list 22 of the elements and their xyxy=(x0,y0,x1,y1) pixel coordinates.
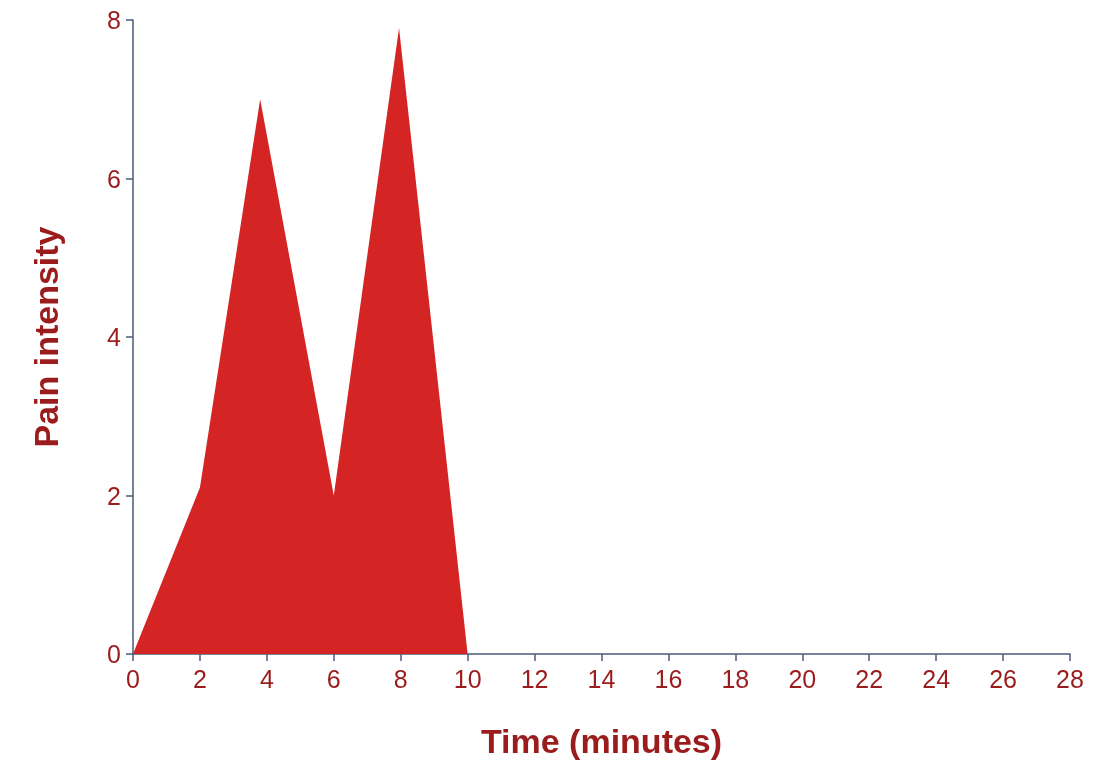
x-tick-label: 8 xyxy=(393,664,408,693)
y-axis-title: Pain intensity xyxy=(27,226,65,448)
x-tick-label: 14 xyxy=(587,664,616,693)
y-tick-label: 2 xyxy=(107,481,121,510)
x-axis-title: Time (minutes) xyxy=(480,722,723,760)
x-tick-label: 4 xyxy=(259,664,274,693)
x-tick-label: 22 xyxy=(855,664,884,693)
y-tick-label: 6 xyxy=(107,164,121,193)
y-tick-label: 0 xyxy=(107,640,121,668)
x-tick-label: 0 xyxy=(126,664,140,693)
x-tick-label: 6 xyxy=(326,664,341,693)
x-tick-label: 18 xyxy=(721,664,750,693)
x-tick-label: 24 xyxy=(922,664,951,693)
x-tick-label: 16 xyxy=(654,664,683,693)
x-tick-label: 28 xyxy=(1056,664,1084,693)
y-tick-label: 8 xyxy=(107,6,121,34)
x-tick-label: 12 xyxy=(520,664,549,693)
x-tick-label: 10 xyxy=(453,664,482,693)
x-tick-label: 2 xyxy=(192,664,207,693)
y-tick-label: 4 xyxy=(107,323,122,351)
x-tick-label: 20 xyxy=(788,664,817,693)
x-tick-label: 26 xyxy=(989,664,1017,693)
